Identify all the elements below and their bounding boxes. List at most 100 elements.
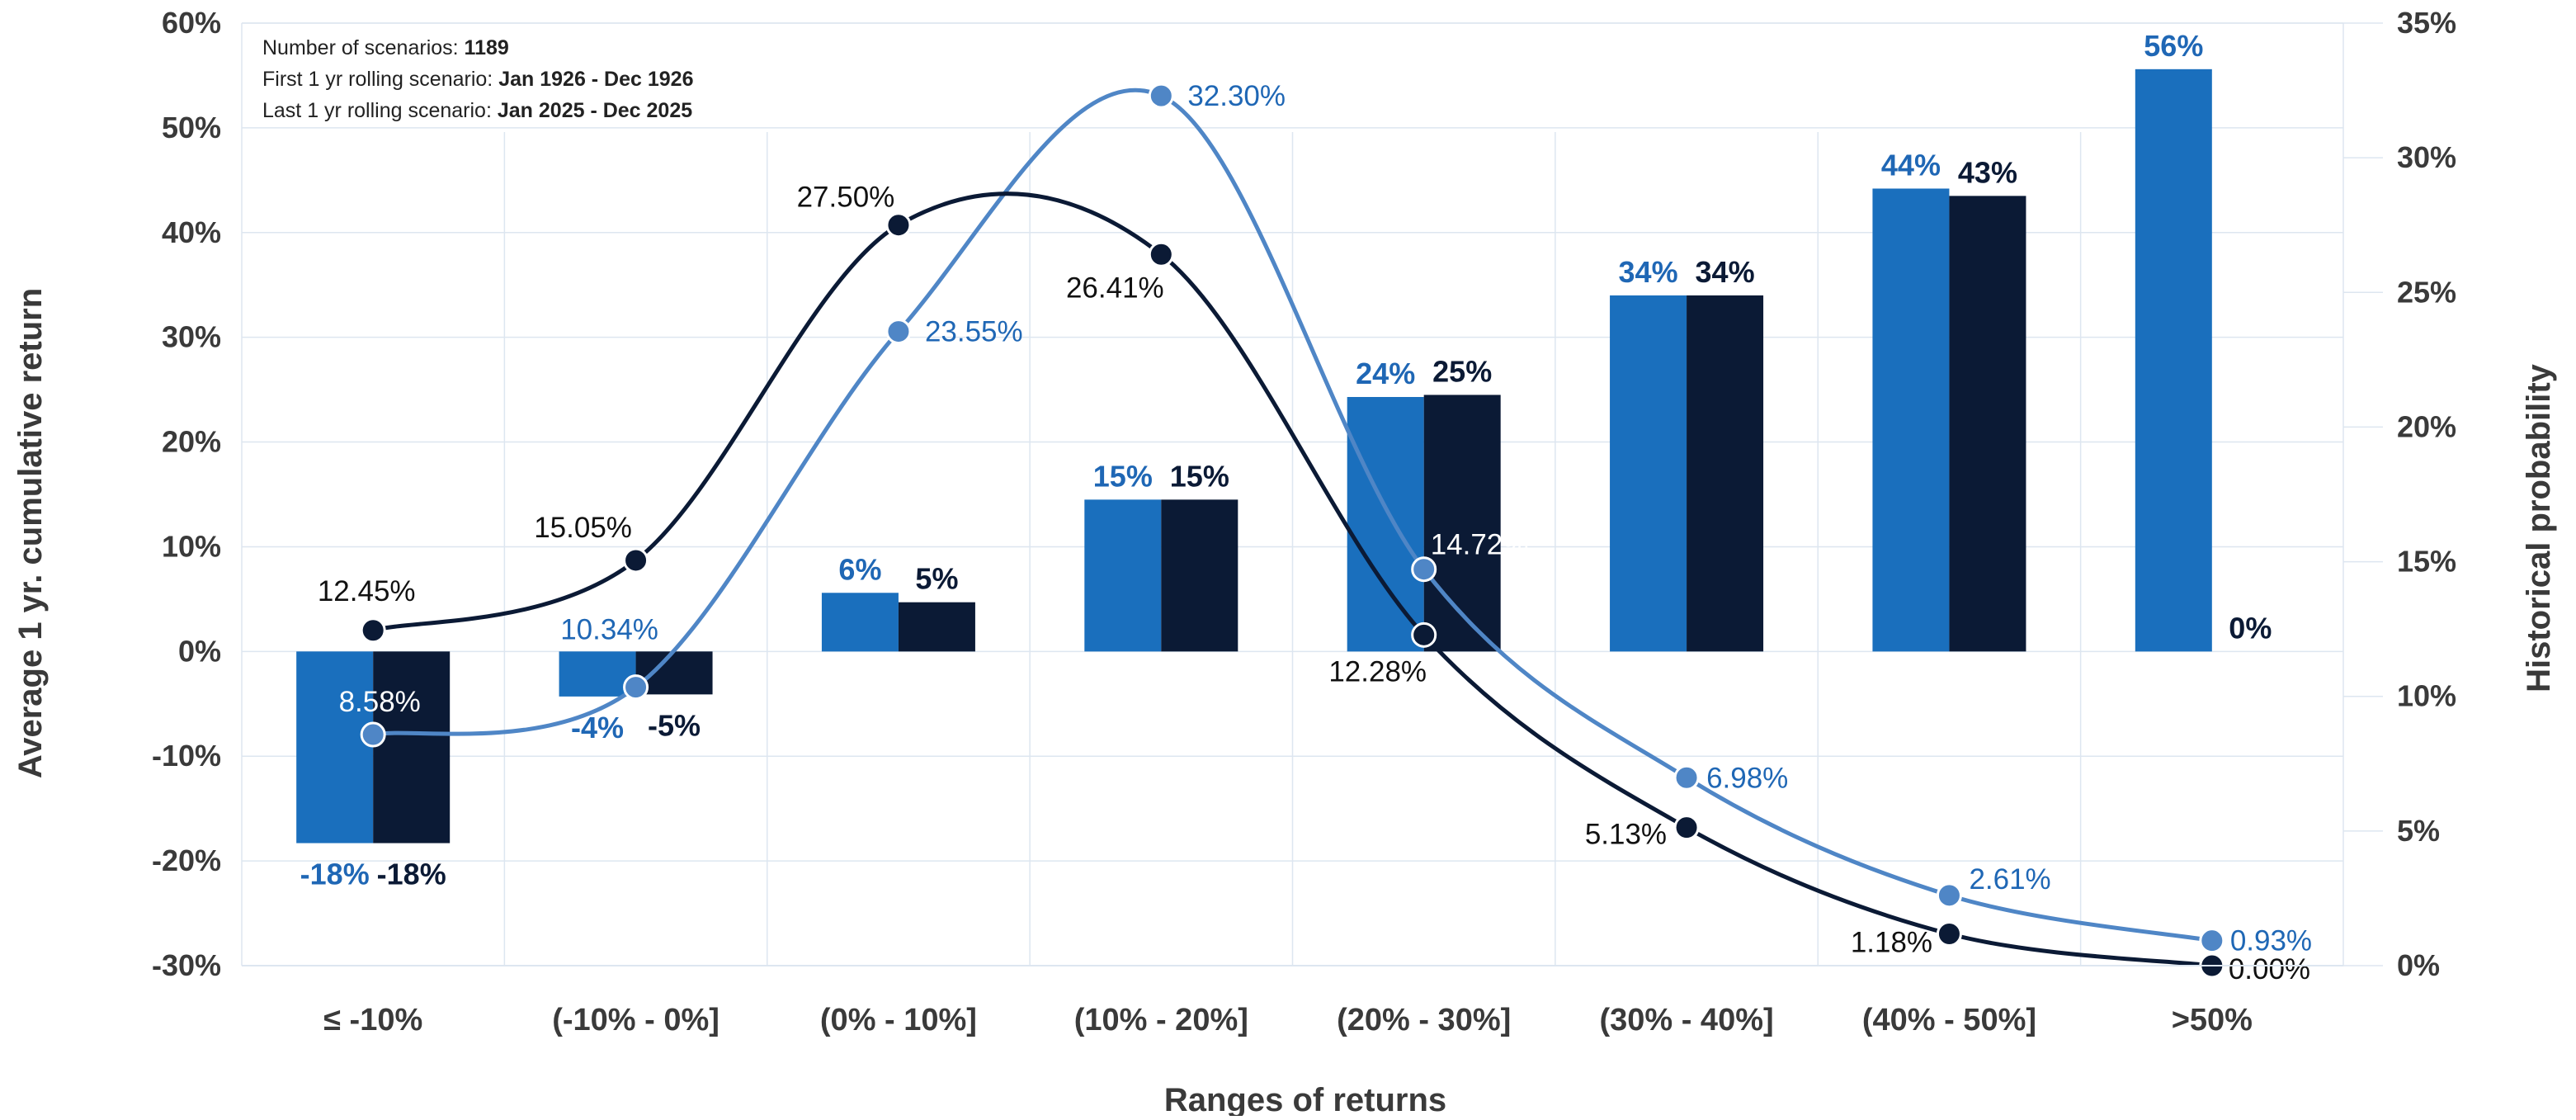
x-tick-label: (10% - 20%] [1074, 1003, 1248, 1037]
y2-axis-title: Historical probability [2521, 363, 2557, 692]
y-tick-label: -30% [152, 948, 221, 982]
probability-value-label: 10.34% [560, 614, 658, 646]
y2-tick-label: 20% [2397, 409, 2456, 443]
probability-value-label: 26.41% [1066, 272, 1164, 304]
probability-point [623, 547, 649, 574]
bar-value-label: 15% [1093, 459, 1153, 493]
y-tick-label: -20% [152, 844, 221, 877]
probability-line [372, 191, 2213, 968]
bar [1687, 295, 1764, 652]
info-box: Number of scenarios: 1189 First 1 yr rol… [262, 36, 693, 122]
y-axis-title: Average 1 yr. cumulative return [12, 288, 49, 778]
bar [635, 651, 713, 695]
bar [559, 651, 636, 697]
probability-value-label: 14.72% [1431, 529, 1529, 561]
y2-tick-label: 35% [2397, 6, 2456, 40]
y2-tick-label: 15% [2397, 545, 2456, 579]
bar-value-label: 6% [838, 552, 881, 586]
bar-value-label: 0% [2229, 611, 2272, 645]
bar [296, 651, 374, 844]
y2-tick-label: 0% [2397, 948, 2440, 982]
probability-value-label: 8.58% [339, 686, 421, 718]
probability-value-label: 1.18% [1851, 926, 1932, 958]
x-tick-label: (-10% - 0%] [552, 1003, 719, 1037]
bar-value-label: -18% [377, 858, 446, 891]
probability-point [1411, 621, 1437, 648]
y-tick-label: -10% [152, 739, 221, 773]
probability-value-label: 15.05% [534, 512, 632, 544]
bar-value-label: -5% [648, 708, 701, 742]
bar [1610, 295, 1687, 652]
probability-value-label: 12.45% [318, 575, 416, 607]
bar-value-label: -4% [571, 711, 624, 744]
probability-point [2199, 928, 2225, 954]
bar-value-label: -18% [300, 858, 370, 891]
bar-value-label: 43% [1958, 155, 2017, 189]
bar [373, 651, 451, 844]
bar [1161, 499, 1238, 652]
probability-point [885, 212, 912, 239]
probability-value-label: 6.98% [1706, 762, 1788, 794]
probability-value-label: 0.00% [2229, 953, 2310, 985]
probability-point [1936, 882, 1962, 909]
axes: -30% -20% -10% 0% 10% 20% 30% 40% 50% 60% 0% 5% 10% 1… [152, 6, 2456, 1037]
probability-point [1673, 815, 1700, 841]
info-line-1: Number of scenarios: 1189 [262, 36, 509, 59]
y-tick-label: 20% [162, 425, 221, 459]
x-tick-label: ≤ -10% [323, 1003, 422, 1037]
probability-point [1936, 920, 1962, 947]
y2-tick-label: 10% [2397, 679, 2456, 713]
bar-value-label: 24% [1356, 357, 1415, 390]
bar-value-label: 34% [1619, 255, 1678, 289]
y-tick-label: 0% [178, 634, 221, 668]
bar-value-label: 5% [915, 562, 958, 596]
y-tick-label: 30% [162, 320, 221, 354]
x-tick-label: (0% - 10%] [820, 1003, 977, 1037]
bar-value-label: 25% [1432, 354, 1492, 388]
y2-tick-label: 5% [2397, 814, 2440, 848]
info-line-3: Last 1 yr rolling scenario: Jan 2025 - D… [262, 99, 692, 122]
x-tick-label: (30% - 40%] [1599, 1003, 1773, 1037]
bar [1423, 395, 1501, 652]
bar [821, 593, 899, 652]
bar-value-label: 34% [1696, 255, 1755, 289]
bar-value-label: 15% [1170, 459, 1229, 493]
probability-value-label: 2.61% [1969, 863, 2050, 896]
x-axis-title: Ranges of returns [1164, 1082, 1446, 1116]
bars [296, 69, 2212, 844]
probability-point [1148, 83, 1174, 109]
probability-lines [372, 87, 2213, 968]
probability-point [623, 674, 649, 701]
bar [1872, 188, 1950, 652]
probability-value-label: 32.30% [1187, 80, 1286, 112]
probability-value-label: 27.50% [797, 182, 895, 214]
probability-points [360, 83, 2225, 979]
probability-value-label: 12.28% [1328, 655, 1427, 688]
y-tick-label: 10% [162, 529, 221, 563]
x-tick-label: (20% - 30%] [1337, 1003, 1511, 1037]
bar [1084, 499, 1162, 652]
gridlines [241, 22, 2383, 966]
probability-point [885, 319, 912, 345]
probability-point [1148, 241, 1174, 267]
bar-value-label: 56% [2144, 29, 2203, 63]
data-labels: -18% -4% 6% 15% 24% 34% 44% 56% -18% -5% 5% 15% 25% 3… [300, 29, 2312, 985]
x-tick-label: (40% - 50%] [1862, 1003, 2036, 1037]
bar [2135, 69, 2212, 652]
bar-value-label: 44% [1881, 148, 1941, 182]
bar [1949, 196, 2026, 652]
info-line-2: First 1 yr rolling scenario: Jan 1926 - … [262, 68, 693, 91]
probability-value-label: 0.93% [2230, 925, 2312, 957]
probability-value-label: 5.13% [1585, 819, 1667, 851]
probability-line [372, 87, 2213, 943]
probability-point [360, 617, 386, 644]
bar [898, 602, 975, 652]
y-tick-label: 40% [162, 215, 221, 249]
y-tick-label: 50% [162, 111, 221, 144]
probability-point [360, 721, 386, 748]
probability-point [1673, 764, 1700, 791]
probability-point [1411, 556, 1437, 583]
probability-value-label: 23.55% [925, 316, 1023, 348]
